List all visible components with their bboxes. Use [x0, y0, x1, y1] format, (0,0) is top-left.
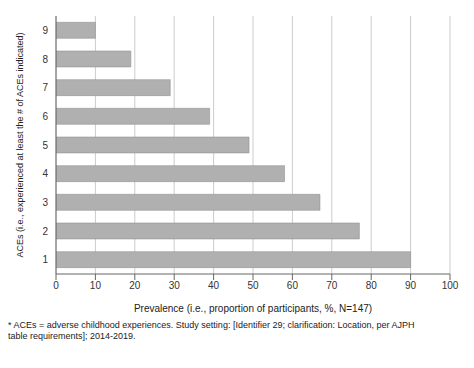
- svg-text:10: 10: [90, 280, 102, 291]
- svg-text:4: 4: [42, 168, 48, 179]
- svg-text:20: 20: [129, 280, 141, 291]
- svg-text:7: 7: [42, 82, 48, 93]
- svg-text:30: 30: [169, 280, 181, 291]
- svg-text:90: 90: [405, 280, 417, 291]
- svg-text:6: 6: [42, 111, 48, 122]
- svg-text:8: 8: [42, 54, 48, 65]
- svg-text:70: 70: [326, 280, 338, 291]
- svg-text:100: 100: [442, 280, 459, 291]
- svg-text:50: 50: [247, 280, 259, 291]
- svg-text:3: 3: [42, 197, 48, 208]
- svg-text:9: 9: [42, 25, 48, 36]
- svg-text:ACEs (i.e., experienced at lea: ACEs (i.e., experienced at least the # o…: [15, 32, 25, 257]
- svg-text:40: 40: [208, 280, 220, 291]
- svg-text:Prevalence (i.e., proportion o: Prevalence (i.e., proportion of particip…: [134, 303, 372, 314]
- svg-text:60: 60: [287, 280, 299, 291]
- html-text:table requirements]; 2014-2019: table requirements]; 2014-2019.: [8, 331, 136, 342]
- svg-text:80: 80: [366, 280, 378, 291]
- svg-text:2: 2: [42, 226, 48, 237]
- html-text:* ACEs = adverse childhood exp: * ACEs = adverse childhood experiences. …: [8, 320, 415, 330]
- svg-text:1: 1: [42, 254, 48, 265]
- svg-text:0: 0: [53, 280, 59, 291]
- svg-text:5: 5: [42, 140, 48, 151]
